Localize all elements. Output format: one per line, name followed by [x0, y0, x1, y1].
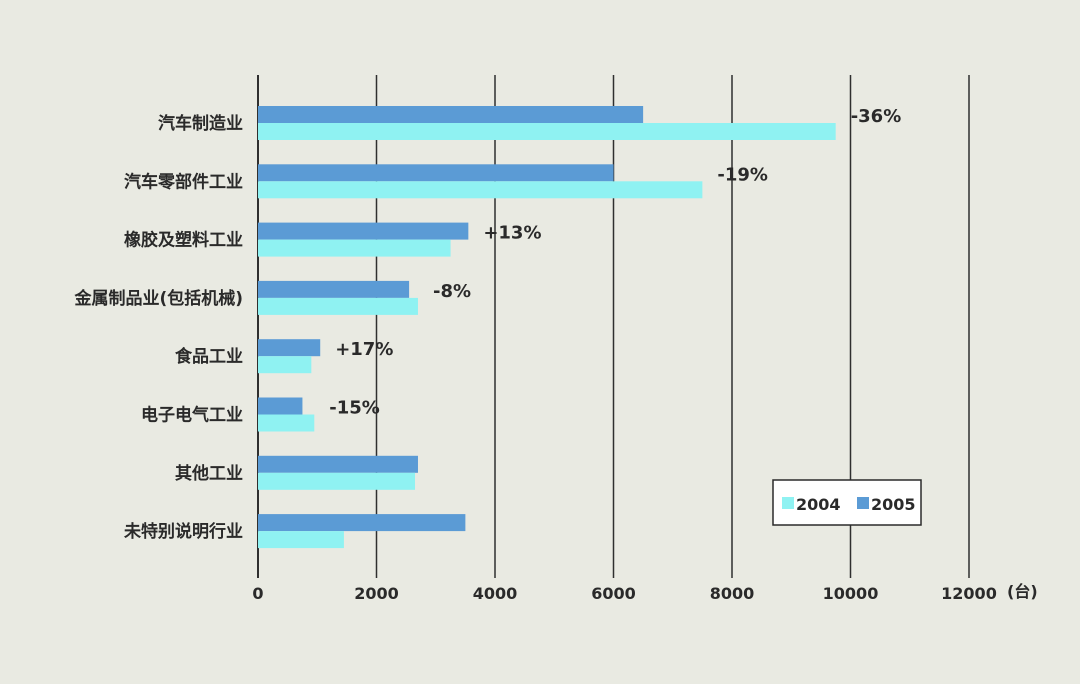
legend-swatch-2004: [782, 497, 794, 509]
bar-2004-2: [258, 239, 451, 257]
bar-2005-7: [258, 514, 466, 532]
category-label-7: 未特别说明行业: [123, 521, 243, 542]
bar-2004-0: [258, 123, 836, 140]
change-label-1: -19%: [717, 164, 768, 185]
change-label-5: -15%: [329, 398, 380, 419]
gridlines: [257, 75, 970, 578]
x-tick-label-6000: 6000: [591, 584, 636, 603]
bar-2004-4: [258, 356, 312, 374]
bar-2005-6: [258, 455, 418, 473]
category-label-0: 汽车制造业: [158, 113, 243, 134]
change-label-3: -8%: [433, 281, 471, 302]
change-label-2: +13%: [483, 223, 541, 244]
bar-2004-7: [258, 531, 344, 549]
x-tick-label-4000: 4000: [473, 584, 518, 603]
bar-2004-1: [258, 181, 703, 199]
category-label-1: 汽车零部件工业: [124, 171, 243, 192]
bar-2005-3: [258, 280, 410, 298]
bars: [258, 106, 836, 549]
legend-swatch-2005: [857, 497, 869, 509]
bar-2005-4: [258, 339, 321, 357]
bar-2005-5: [258, 397, 303, 415]
x-tick-label-8000: 8000: [710, 584, 755, 603]
x-tick-label-10000: 10000: [823, 584, 879, 603]
legend: 2004 2005: [772, 479, 922, 526]
x-tick-label-0: 0: [252, 584, 263, 603]
change-labels: -36% -19% +13% -8% +17% -15%: [329, 106, 901, 419]
legend-label-2004: 2004: [796, 495, 841, 514]
x-axis-unit-label: (台): [1007, 582, 1038, 601]
legend-label-2005: 2005: [871, 495, 916, 514]
x-tick-label-12000: 12000: [941, 584, 997, 603]
category-label-3: 金属制品业(包括机械): [73, 288, 243, 309]
bar-2005-2: [258, 222, 469, 240]
change-label-0: -36%: [851, 106, 902, 127]
bar-2004-3: [258, 297, 418, 315]
category-label-5: 电子电气工业: [141, 405, 243, 426]
bar-2005-1: [258, 164, 614, 182]
bar-2004-5: [258, 414, 315, 432]
bar-2005-0: [258, 106, 644, 123]
category-label-6: 其他工业: [175, 463, 243, 484]
category-label-2: 橡胶及塑料工业: [124, 230, 243, 251]
change-label-4: +17%: [335, 339, 393, 360]
category-label-4: 食品工业: [175, 346, 243, 367]
legend-box: [772, 479, 922, 526]
x-tick-label-2000: 2000: [354, 584, 399, 603]
bar-2004-6: [258, 472, 416, 490]
x-axis-ticks: 0 2000 4000 6000 8000 10000 12000: [252, 584, 996, 603]
